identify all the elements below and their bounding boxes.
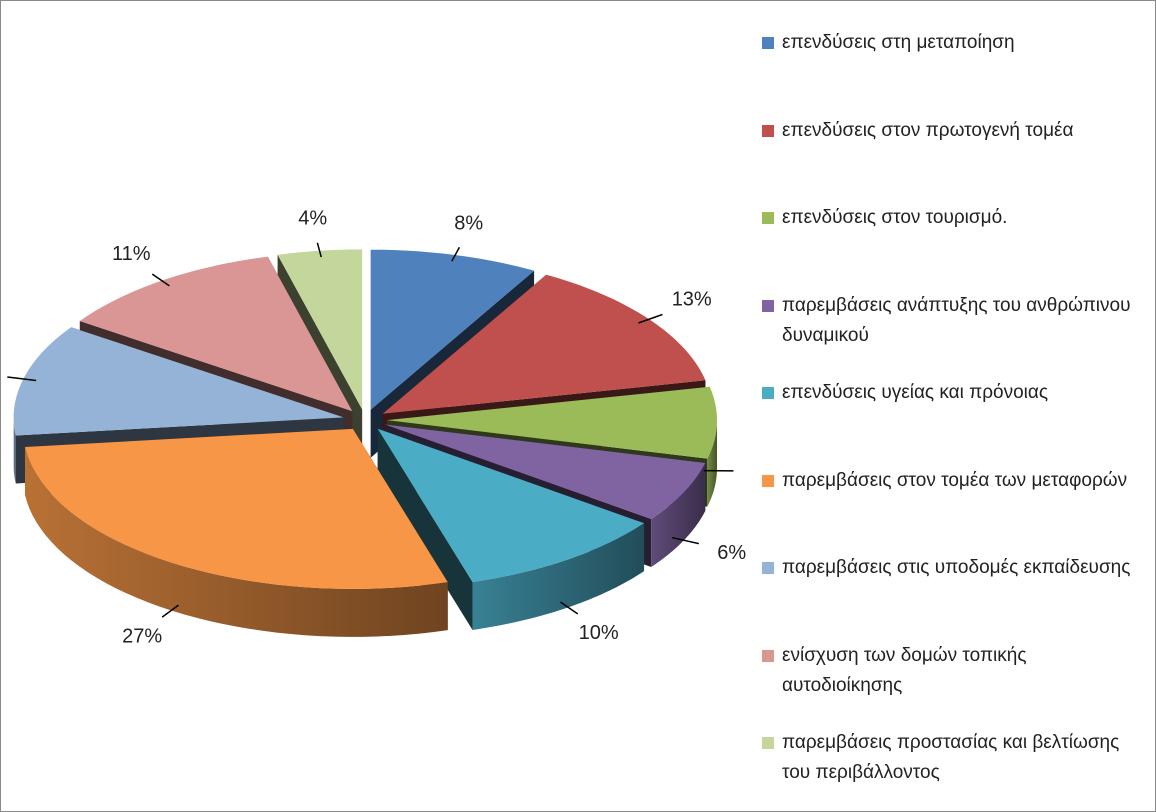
- legend-swatch: [762, 737, 774, 749]
- slice-rim: [25, 447, 448, 637]
- legend-swatch: [762, 474, 774, 487]
- legend-swatch: [762, 649, 774, 662]
- legend-entry: επενδύσεις στη μεταποίηση: [762, 28, 1147, 58]
- legend-swatch: [762, 124, 774, 137]
- legend-entry: παρεμβάσεις στον τομέα των μεταφορών: [762, 466, 1147, 496]
- legend-swatch: [762, 37, 774, 49]
- leader-line: [560, 601, 579, 615]
- slice-top: [79, 256, 353, 412]
- slice-top: [377, 428, 645, 582]
- legend-swatch: [762, 387, 774, 399]
- slice-top: [382, 274, 706, 414]
- data-label: 13%: [672, 289, 712, 311]
- slice-top: [386, 386, 717, 459]
- slice-top: [277, 249, 363, 410]
- slice-wall: [377, 428, 473, 630]
- leader-line: [7, 376, 37, 382]
- slice-rim: [13, 417, 16, 484]
- legend-label: επενδύσεις στη μεταποίηση: [782, 32, 1015, 53]
- legend-swatch: [762, 299, 774, 312]
- legend-swatch: [762, 212, 774, 224]
- legend-entry: ενίσχυση των δομών τοπικής αυτοδιοίκησης: [762, 641, 1147, 701]
- data-label: 4%: [298, 207, 327, 229]
- slice-top: [384, 424, 706, 519]
- legend-label: επενδύσεις στον τουρισμό.: [782, 207, 1008, 228]
- legend-entry: παρεμβάσεις προστασίας και βελτίωσης του…: [762, 728, 1147, 788]
- data-label: 27%: [122, 625, 162, 647]
- legend-label: επενδύσεις στον πρωτογενή τομέα: [782, 119, 1074, 141]
- data-label: 11%: [112, 243, 151, 265]
- slice-rim: [651, 463, 706, 567]
- legend-entry: παρεμβάσεις ανάπτυξης του ανθρώπινου δυν…: [762, 291, 1147, 351]
- leader-line: [638, 313, 663, 324]
- slice-top: [13, 327, 344, 436]
- legend-label: παρεμβάσεις προστασίας και βελτίωσης του…: [782, 732, 1120, 783]
- slice-rim: [472, 523, 645, 630]
- data-label: 10%: [579, 622, 619, 644]
- legend-entry: παρεμβάσεις στις υποδομές εκπαίδευσης: [762, 553, 1147, 583]
- slice-rim: [707, 420, 717, 507]
- leader-line: [316, 242, 322, 258]
- legend-label: ενίσχυση των δομών τοπικής αυτοδιοίκησης: [782, 644, 1027, 696]
- legend-label: παρεμβάσεις στον τομέα των μεταφορών: [782, 469, 1128, 491]
- data-label: 8%: [454, 212, 483, 234]
- legend-label: παρεμβάσεις ανάπτυξης του ανθρώπινου δυν…: [782, 294, 1131, 346]
- legend-label: επενδύσεις υγείας και πρόνοιας: [782, 382, 1049, 403]
- leader-line: [161, 604, 179, 618]
- slice-top: [370, 249, 535, 410]
- pie-slice: [377, 428, 645, 630]
- pie-slice: [25, 428, 448, 637]
- leader-line: [671, 536, 699, 545]
- leader-line: [151, 273, 170, 287]
- legend-entry: επενδύσεις στον πρωτογενή τομέα: [762, 116, 1147, 146]
- legend-swatch: [762, 562, 774, 574]
- legend-label: παρεμβάσεις στις υποδομές εκπαίδευσης: [782, 557, 1131, 578]
- legend-entry: επενδύσεις υγείας και πρόνοιας: [762, 378, 1147, 408]
- slice-top: [25, 428, 448, 589]
- pie-chart: 8%13%7%6%10%27%11%11%4%: [7, 207, 746, 647]
- leader-line: [451, 246, 461, 262]
- legend-entry: επενδύσεις στον τουρισμό.: [762, 203, 1147, 233]
- data-label: 6%: [717, 542, 746, 564]
